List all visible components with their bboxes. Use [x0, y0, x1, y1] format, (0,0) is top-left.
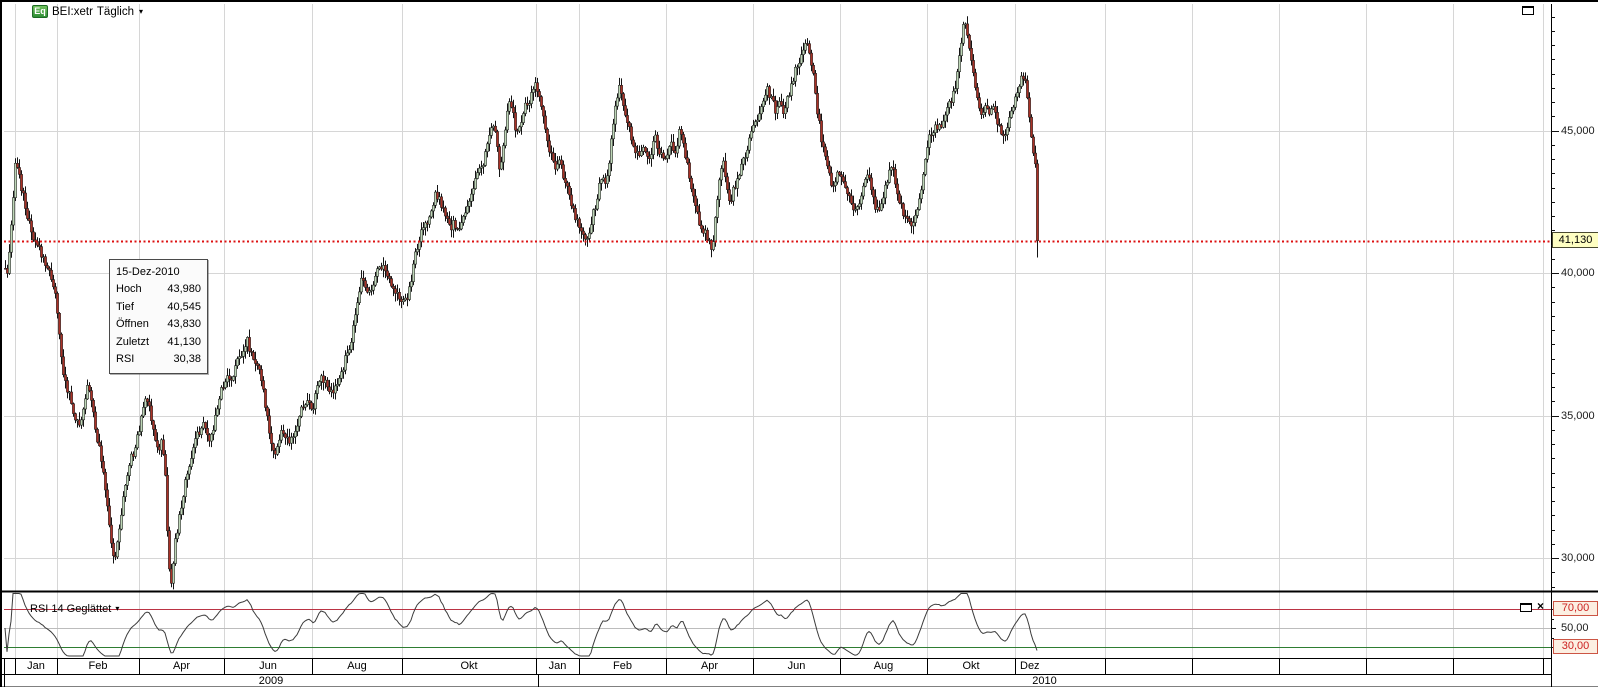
month-axis-label: Apr — [172, 660, 191, 672]
month-axis-label: Aug — [347, 660, 367, 672]
symbol-label: BEI:xetr — [52, 5, 93, 18]
rsi-line-series — [4, 592, 1038, 657]
month-axis-label: Feb — [88, 660, 108, 672]
candlestick-series — [4, 23, 1039, 584]
tooltip-row: Hoch 43,980 — [116, 283, 201, 295]
month-axis-label: Jan — [27, 660, 45, 672]
year-axis-label: 2009 — [258, 675, 284, 687]
chart-title: Eq BEI:xetr Täglich ▾ — [32, 5, 143, 18]
price-axis-label: 40,000 — [1561, 267, 1595, 279]
price-axis-label: 45,000 — [1561, 124, 1595, 137]
rsi-level-50-label: 50,00 — [1561, 622, 1589, 634]
month-axis-label: Aug — [873, 660, 894, 672]
month-axis-label: Jun — [259, 660, 277, 672]
month-axis-label: Jan — [548, 660, 567, 672]
rsi-indicator-label[interactable]: RSI 14 Geglättet ▾ — [30, 603, 120, 615]
tooltip-row: RSI 30,38 — [116, 353, 201, 365]
equity-badge-icon: Eq — [32, 5, 48, 18]
data-tooltip: 15-Dez-2010 Hoch 43,980 Tief 40,545 Öffnen… — [109, 259, 208, 374]
month-axis-label: Jun — [787, 660, 806, 672]
month-axis-label: Okt — [460, 660, 478, 672]
month-axis-label: Okt — [962, 660, 980, 672]
month-axis-label: Apr — [700, 660, 719, 672]
rsi-close-icon[interactable]: × — [1536, 599, 1544, 613]
year-axis-label: 2010 — [1032, 675, 1057, 687]
chevron-down-icon[interactable]: ▾ — [115, 604, 120, 613]
rsi-level-70-label: 70,00 — [1553, 601, 1598, 616]
tooltip-row: Tief 40,545 — [116, 300, 201, 313]
month-axis-label: Dez — [1020, 660, 1040, 672]
month-axis-label: Feb — [613, 660, 632, 672]
price-axis-label: 30,000 — [1561, 552, 1595, 564]
tooltip-row: Öffnen 43,830 — [116, 318, 201, 330]
tooltip-row: Zuletzt 41,130 — [116, 335, 201, 348]
rsi-level-30-label: 30,00 — [1553, 639, 1598, 654]
price-axis-label: 35,000 — [1561, 409, 1595, 422]
timeframe-label[interactable]: Täglich — [96, 5, 134, 18]
rsi-maximize-icon[interactable] — [1520, 603, 1532, 612]
tooltip-date: 15-Dez-2010 — [116, 266, 180, 278]
last-price-tag: 41,130 — [1552, 232, 1598, 248]
maximize-icon[interactable] — [1522, 6, 1534, 15]
chevron-down-icon[interactable]: ▾ — [138, 6, 143, 16]
